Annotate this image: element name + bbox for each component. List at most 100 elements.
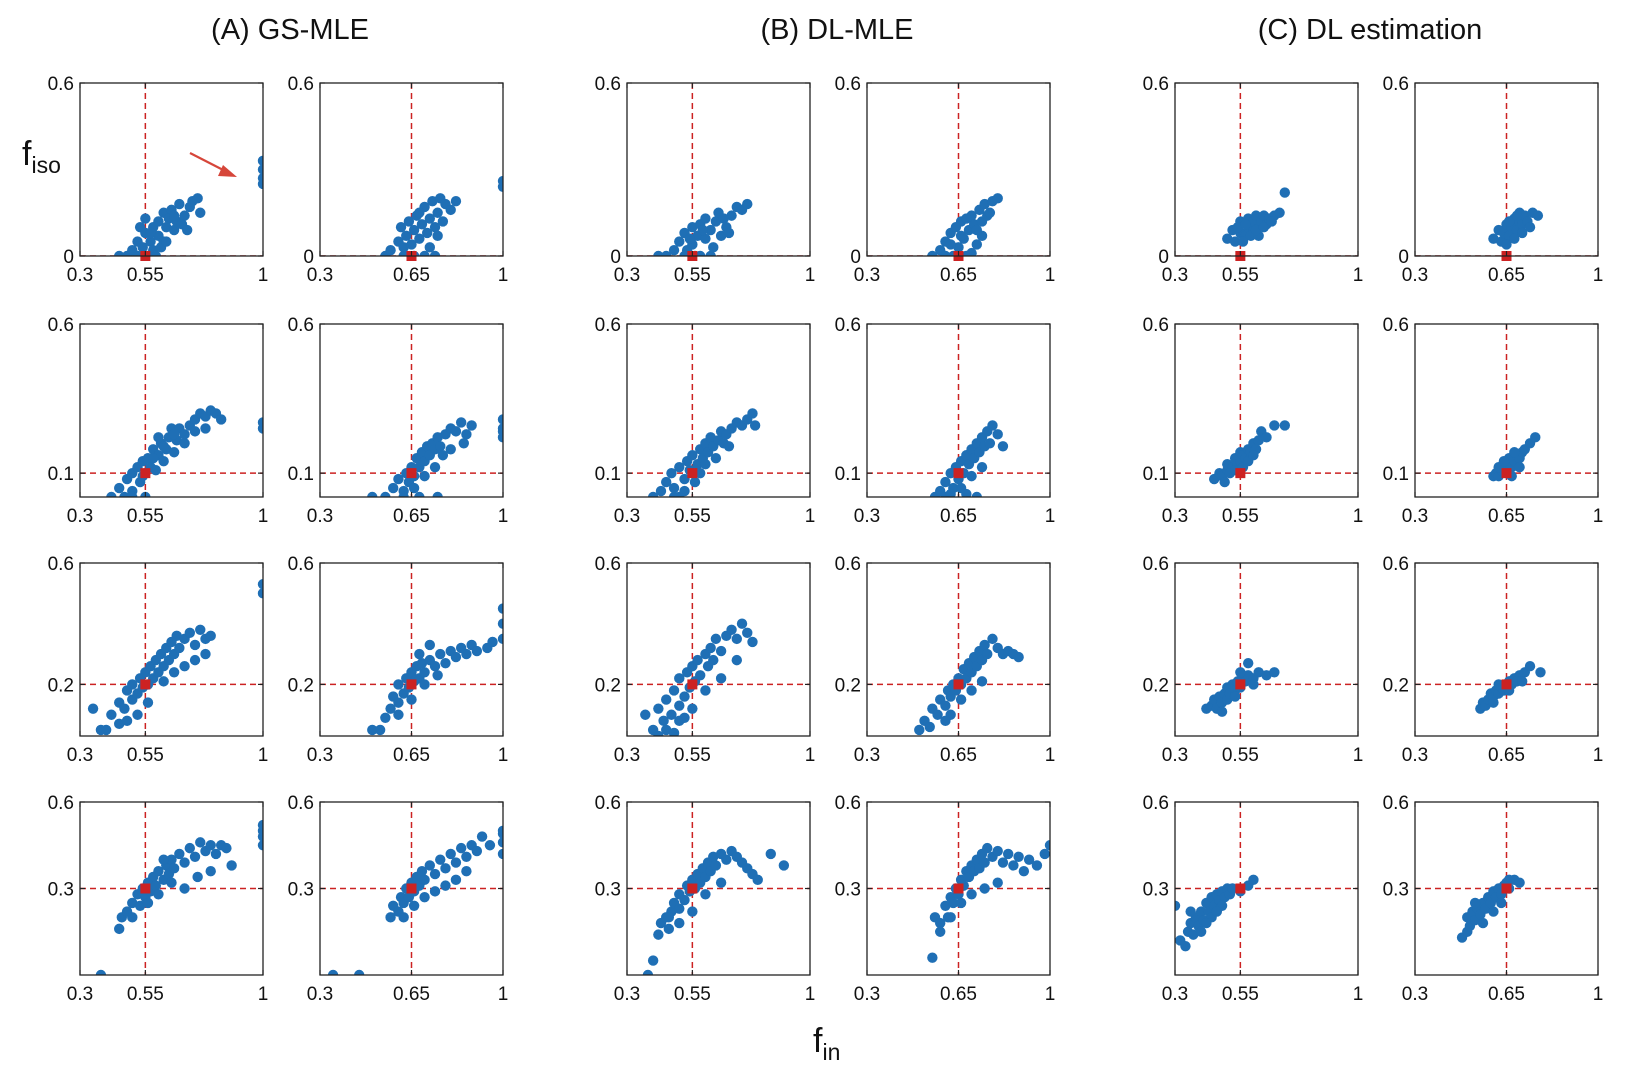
- y-tick-label: 0.1: [595, 464, 621, 485]
- x-tick-label: 0.55: [1222, 506, 1259, 527]
- scatter-point: [424, 860, 435, 871]
- scatter-point: [982, 842, 993, 854]
- scatter-point: [668, 727, 680, 736]
- x-tick-label: 0.55: [674, 984, 711, 1005]
- scatter-point: [666, 709, 677, 720]
- scatter-point: [427, 196, 438, 207]
- scatter-point: [1248, 874, 1259, 886]
- scatter-point: [408, 224, 420, 236]
- scatter-point: [715, 673, 727, 684]
- scatter-point: [992, 877, 1003, 888]
- scatter-point: [1269, 420, 1280, 431]
- scatter-point: [966, 685, 977, 696]
- reference-lines: [1175, 324, 1358, 497]
- true-value-marker: [140, 468, 151, 479]
- scatter-point: [945, 239, 956, 250]
- panel: 0.3 1 0.55 0.2 0.6: [48, 554, 269, 766]
- scatter-point: [403, 216, 415, 227]
- y-tick-label: 0.6: [1143, 793, 1169, 814]
- scatter-point: [705, 432, 716, 443]
- scatter-point: [327, 969, 339, 975]
- scatter-point: [461, 648, 472, 660]
- scatter-point: [661, 724, 672, 736]
- scatter-point: [414, 207, 425, 218]
- x-tick-label: 1: [498, 506, 509, 527]
- x-tick-label: 1: [1353, 506, 1364, 527]
- scatter-point: [992, 193, 1003, 204]
- scatter-point: [695, 467, 706, 479]
- y-axis-label-sub: iso: [31, 152, 60, 178]
- scatter-points: [1475, 660, 1546, 714]
- scatter-points: [1222, 187, 1291, 247]
- x-tick-label: 0.55: [127, 745, 164, 766]
- scatter-point: [87, 703, 99, 714]
- scatter-point: [731, 654, 742, 666]
- scatter-point: [663, 923, 675, 935]
- x-tick-label: 1: [258, 506, 269, 527]
- scatter-point: [979, 198, 990, 210]
- scatter-point: [997, 441, 1009, 452]
- scatter-point: [1180, 940, 1191, 952]
- scatter-point: [257, 819, 263, 831]
- x-tick-label: 0.3: [854, 506, 880, 527]
- x-tick-label: 0.3: [1402, 745, 1428, 766]
- scatter-point: [666, 467, 677, 479]
- x-tick-label: 1: [805, 506, 816, 527]
- scatter-point: [132, 709, 143, 720]
- scatter-point: [150, 464, 162, 476]
- scatter-point: [961, 213, 972, 224]
- scatter-points: [640, 618, 758, 736]
- x-tick-label: 0.3: [1162, 506, 1188, 527]
- scatter-points: [929, 420, 1009, 497]
- scatter-point: [142, 697, 154, 708]
- y-tick-label: 0.3: [288, 880, 314, 901]
- x-tick-label: 1: [1593, 506, 1604, 527]
- scatter-point: [953, 242, 964, 253]
- scatter-point: [106, 491, 117, 497]
- scatter-point: [1477, 917, 1489, 929]
- scatter-point: [445, 204, 456, 216]
- scatter-point: [710, 860, 722, 871]
- scatter-point: [1008, 860, 1019, 871]
- scatter-point: [127, 491, 138, 497]
- x-tick-label: 0.65: [393, 265, 430, 286]
- scatter-point: [393, 679, 404, 690]
- scatter-point: [679, 691, 690, 702]
- scatter-point: [127, 679, 138, 690]
- scatter-point: [257, 417, 263, 428]
- scatter-point: [1044, 840, 1050, 851]
- scatter-point: [1018, 866, 1030, 877]
- scatter-point: [466, 420, 477, 431]
- reference-lines: [80, 83, 263, 256]
- scatter-point: [1195, 906, 1207, 917]
- scatter-point: [440, 863, 451, 874]
- y-tick-label: 0.3: [835, 880, 861, 901]
- scatter-point: [380, 491, 391, 497]
- y-tick-label: 0.2: [288, 675, 314, 696]
- scatter-point: [1031, 860, 1043, 871]
- x-tick-label: 0.65: [393, 745, 430, 766]
- y-tick-label: 0: [63, 247, 74, 268]
- scatter-point: [684, 233, 695, 244]
- scatter-point: [940, 900, 951, 911]
- true-value-marker: [140, 679, 151, 690]
- x-tick-label: 0.65: [1488, 745, 1525, 766]
- y-tick-label: 0.2: [595, 675, 621, 696]
- panel: 0.3 1 0.55 0.2 0.6: [595, 554, 816, 766]
- scatter-point: [747, 408, 758, 419]
- true-value-marker: [953, 468, 964, 479]
- scatter-point: [497, 837, 503, 848]
- x-tick-label: 1: [1353, 265, 1364, 286]
- true-value-marker: [953, 679, 964, 690]
- scatter-point: [689, 476, 701, 488]
- scatter-point: [161, 221, 172, 233]
- scatter-point: [145, 227, 156, 239]
- scatter-point: [174, 848, 185, 860]
- scatter-point: [429, 461, 441, 473]
- x-tick-label: 0.65: [393, 506, 430, 527]
- panel: 0.3 1 0.65 0 0.6: [288, 74, 509, 286]
- scatter-point: [700, 213, 711, 224]
- scatter-point: [668, 245, 680, 256]
- scatter-point: [416, 866, 428, 877]
